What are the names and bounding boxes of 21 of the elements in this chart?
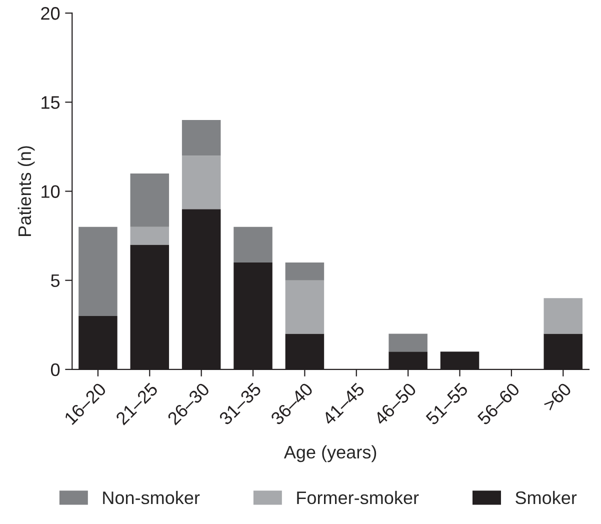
bar [285, 280, 324, 334]
bar [130, 226, 170, 245]
bar [182, 120, 221, 156]
legend-label: Smoker [516, 490, 577, 504]
bar [130, 173, 170, 227]
y-tick-label: 20 [41, 7, 60, 20]
bar [388, 334, 428, 352]
bar [182, 156, 221, 210]
bar [285, 262, 324, 280]
bar [78, 226, 118, 316]
y-tick-label: 0 [50, 363, 60, 376]
legend-label: Former-smoker [297, 490, 419, 504]
y-tick-label: 5 [50, 274, 60, 288]
y-axis-title: Patients (n) [18, 146, 35, 236]
y-tick-label: 15 [42, 96, 60, 109]
legend-label: Non-smoker [103, 490, 200, 504]
x-tick-label: >60 [542, 382, 572, 412]
y-tick-label: 10 [42, 185, 60, 198]
x-axis-title: Age (years) [284, 445, 376, 462]
bar [544, 298, 583, 334]
bar [234, 226, 272, 263]
